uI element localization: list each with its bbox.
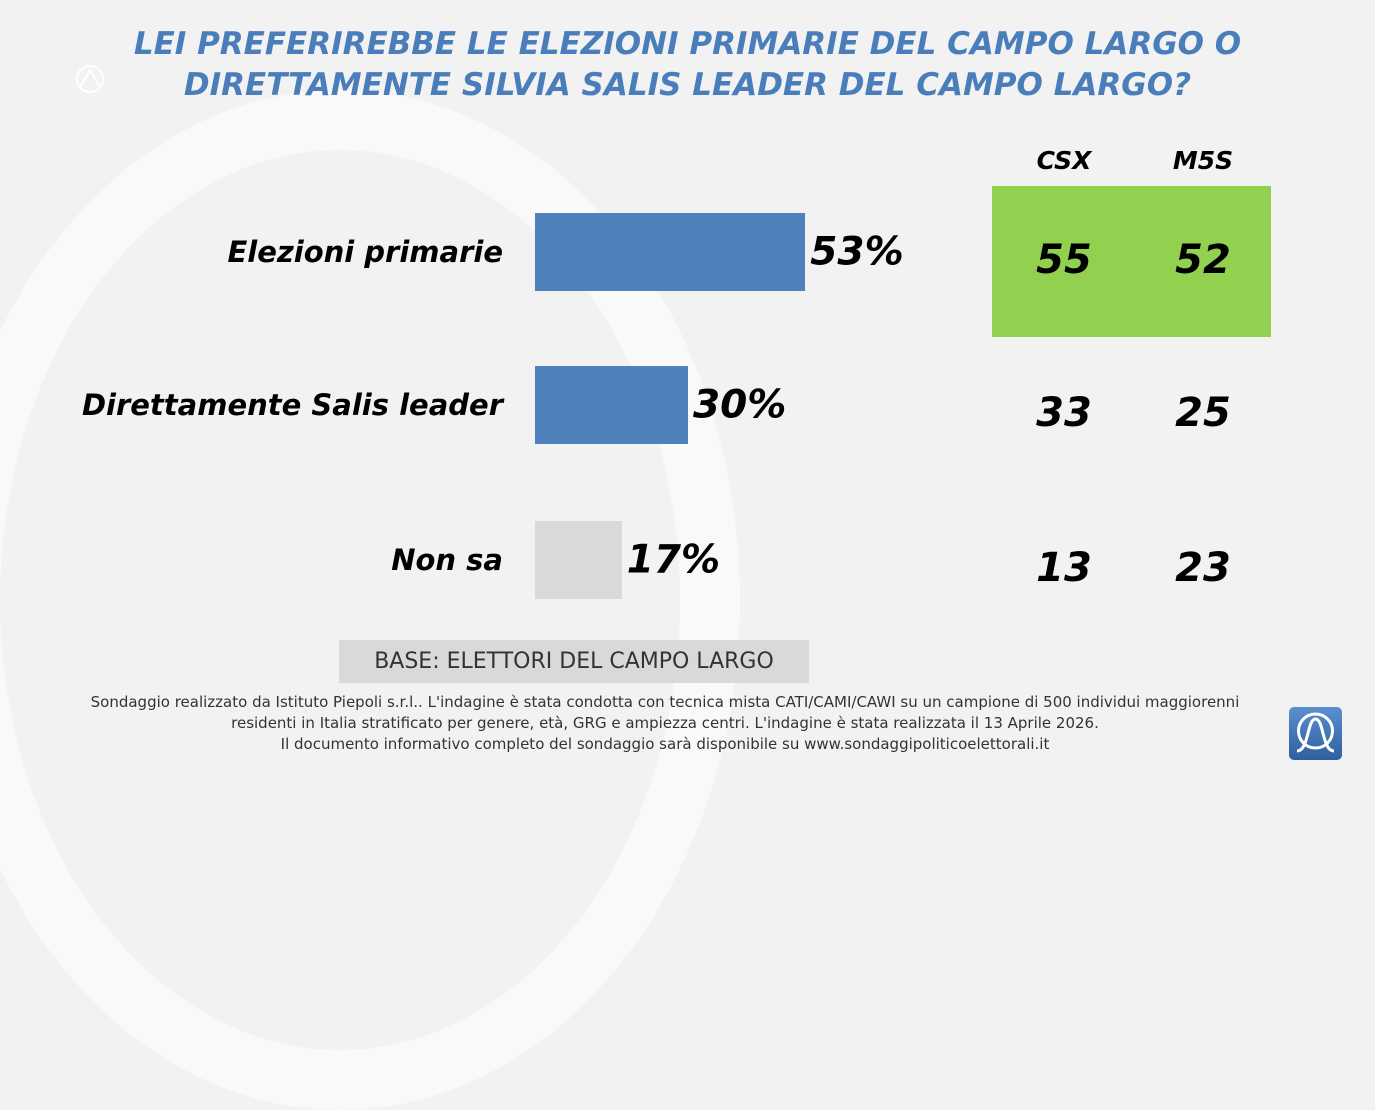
piepoli-logo-icon xyxy=(1289,707,1342,760)
table-cell-csx: 33 xyxy=(1036,390,1092,436)
table-cell-csx: 55 xyxy=(1036,237,1092,283)
table-cell-m5s: 25 xyxy=(1175,390,1231,436)
category-label: Direttamente Salis leader xyxy=(81,388,503,422)
column-header-csx: CSX xyxy=(1036,146,1092,175)
footnote: Sondaggio realizzato da Istituto Piepoli… xyxy=(40,692,1290,755)
footnote-line: Sondaggio realizzato da Istituto Piepoli… xyxy=(90,693,1240,711)
footnote-line: Il documento informativo completo del so… xyxy=(280,735,1050,753)
piepoli-logo-watermark-icon xyxy=(74,63,106,95)
bar xyxy=(535,213,806,291)
table-cell-m5s: 52 xyxy=(1175,237,1231,283)
table-cell-m5s: 23 xyxy=(1175,545,1231,591)
bar xyxy=(535,366,688,444)
bar xyxy=(535,521,622,599)
value-label: 30% xyxy=(693,382,787,428)
table-cell-csx: 13 xyxy=(1036,545,1092,591)
value-label: 17% xyxy=(626,537,721,583)
category-label: Elezioni primarie xyxy=(227,235,503,269)
column-header-m5s: M5S xyxy=(1172,146,1234,175)
value-label: 53% xyxy=(810,229,904,275)
footnote-line: residenti in Italia stratificato per gen… xyxy=(231,714,1099,732)
chart-title: LEI PREFERIREBBE LE ELEZIONI PRIMARIE DE… xyxy=(133,26,1242,103)
base-label: BASE: ELETTORI DEL CAMPO LARGO xyxy=(339,640,809,683)
highlight-box xyxy=(992,186,1271,337)
category-label: Non sa xyxy=(391,543,503,577)
